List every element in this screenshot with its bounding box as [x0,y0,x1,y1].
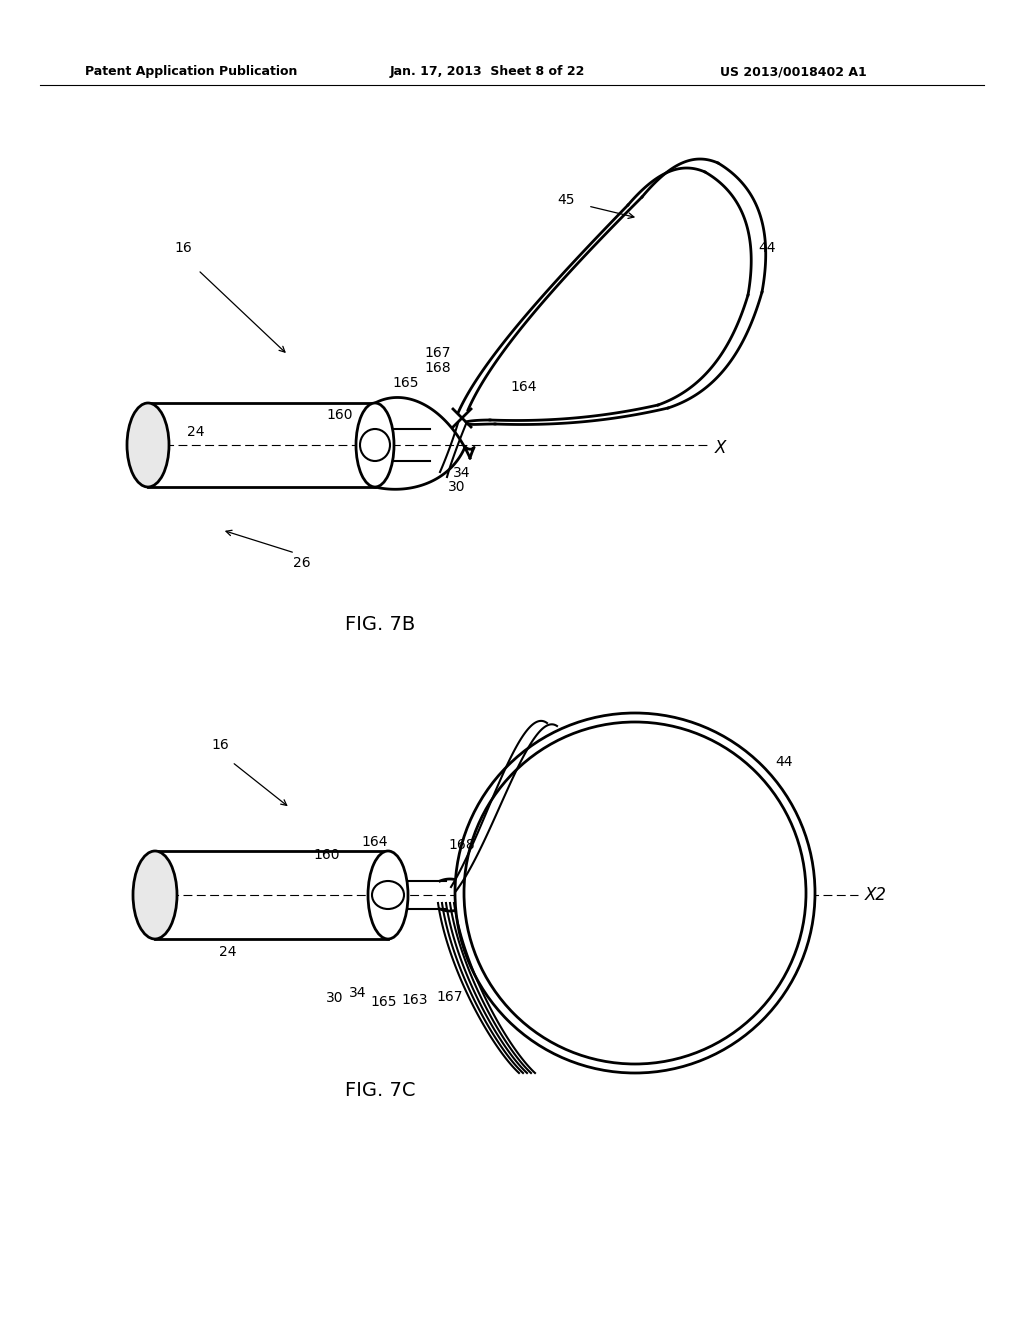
Text: 168: 168 [449,838,475,851]
Text: 44: 44 [758,242,775,255]
Text: 16: 16 [174,242,191,255]
Text: 16: 16 [211,738,229,752]
Text: 45: 45 [557,193,574,207]
Text: Patent Application Publication: Patent Application Publication [85,66,297,78]
Text: FIG. 7B: FIG. 7B [345,615,415,635]
Ellipse shape [368,851,408,939]
Ellipse shape [360,429,390,461]
Text: 168: 168 [425,360,452,375]
Text: 165: 165 [371,995,397,1008]
Ellipse shape [372,880,404,909]
Text: 26: 26 [293,556,311,570]
Ellipse shape [356,403,394,487]
Ellipse shape [133,851,177,939]
Text: 34: 34 [454,466,471,480]
Text: 30: 30 [327,991,344,1005]
Text: X: X [715,440,726,457]
Text: FIG. 7C: FIG. 7C [345,1081,416,1100]
Text: 160: 160 [313,847,340,862]
Text: 164: 164 [510,380,537,393]
Text: 24: 24 [219,945,237,960]
Text: 167: 167 [425,346,452,360]
Text: 160: 160 [327,408,353,422]
Text: 34: 34 [349,986,367,1001]
Ellipse shape [127,403,169,487]
Text: 167: 167 [437,990,463,1005]
Text: 30: 30 [449,480,466,494]
Ellipse shape [455,713,815,1073]
Text: X2: X2 [865,886,887,904]
Text: 24: 24 [187,425,205,440]
Text: 165: 165 [393,376,419,389]
Text: Jan. 17, 2013  Sheet 8 of 22: Jan. 17, 2013 Sheet 8 of 22 [390,66,586,78]
Text: US 2013/0018402 A1: US 2013/0018402 A1 [720,66,866,78]
Text: 44: 44 [775,755,793,770]
Ellipse shape [464,722,806,1064]
Text: 163: 163 [401,993,428,1007]
Text: 164: 164 [361,836,388,849]
